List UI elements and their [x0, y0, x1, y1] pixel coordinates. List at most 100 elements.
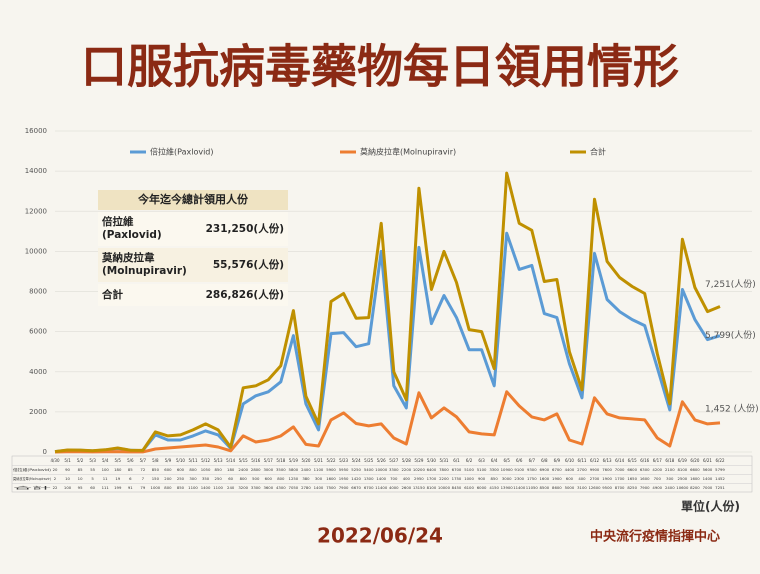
- table-value: 9900: [590, 467, 600, 472]
- table-value: 1400: [201, 485, 211, 490]
- x-tick-label: 5/19: [289, 458, 298, 463]
- table-value: 3200: [238, 485, 248, 490]
- y-tick-label: 4000: [29, 368, 47, 376]
- x-tick-label: 5/14: [226, 458, 235, 463]
- end-label: 7,251(人份): [705, 278, 756, 290]
- table-value: 9500: [602, 485, 612, 490]
- x-tick-label: 6/2: [466, 458, 473, 463]
- x-tick-label: 5/2: [77, 458, 84, 463]
- table-row-label: 莫納皮拉韋(Molnupiravir): [13, 476, 52, 481]
- x-tick-label: 5/22: [327, 458, 336, 463]
- table-value: 2200: [401, 467, 411, 472]
- summary-row: [98, 284, 288, 306]
- y-tick-label: 16000: [25, 127, 47, 135]
- x-tick-label: 6/22: [716, 458, 725, 463]
- table-value: 1100: [188, 485, 198, 490]
- table-value: 9300: [527, 467, 537, 472]
- table-value: 3100: [577, 485, 587, 490]
- x-tick-label: 5/29: [414, 458, 423, 463]
- y-tick-label: 8000: [29, 288, 47, 296]
- y-tick-label: 0: [43, 448, 47, 456]
- y-tick-label: 2000: [29, 408, 47, 416]
- x-tick-label: 5/25: [364, 458, 373, 463]
- table-value: 2200: [439, 476, 449, 481]
- x-tick-label: 5/23: [339, 458, 348, 463]
- source: 中央流行疫情指揮中心: [590, 529, 720, 545]
- table-value: 600: [164, 467, 172, 472]
- table-value: 2780: [301, 485, 311, 490]
- table-value: 2: [54, 476, 57, 481]
- x-tick-label: 6/10: [565, 458, 574, 463]
- summary-value: 231,250(人份): [206, 222, 284, 235]
- x-tick-label: 6/6: [516, 458, 523, 463]
- table-value: 22: [53, 485, 58, 490]
- x-tick-label: 5/21: [314, 458, 323, 463]
- x-tick-label: 5/8: [152, 458, 159, 463]
- table-value: 7600: [602, 467, 612, 472]
- summary-value: 286,826(人份): [206, 288, 284, 301]
- y-tick-label: 12000: [25, 207, 47, 215]
- line-series: [54, 231, 721, 454]
- x-tick-label: 5/27: [389, 458, 398, 463]
- table-value: 700: [654, 476, 662, 481]
- end-label: 5,799(人份): [705, 329, 756, 341]
- table-value: 6: [129, 476, 132, 481]
- table-value: 85: [78, 467, 83, 472]
- table-value: 300: [315, 476, 323, 481]
- table-value: 4150: [489, 485, 499, 490]
- table-value: 5000: [565, 485, 575, 490]
- table-value: 6000: [477, 485, 487, 490]
- table-value: 250: [214, 476, 222, 481]
- x-tick-label: 5/9: [165, 458, 172, 463]
- table-value: 8250: [627, 485, 637, 490]
- table-value: 5100: [464, 467, 474, 472]
- table-value: 850: [491, 476, 499, 481]
- x-tick-label: 6/7: [529, 458, 536, 463]
- table-value: 1100: [314, 467, 324, 472]
- summary-value: 55,576(人份): [213, 258, 284, 271]
- table-value: 1600: [326, 476, 336, 481]
- table-value: 1000: [151, 485, 161, 490]
- x-tick-label: 5/30: [427, 458, 436, 463]
- table-value: 6100: [464, 485, 474, 490]
- table-value: 600: [177, 467, 185, 472]
- table-value: 3000: [502, 476, 512, 481]
- x-tick-label: 6/4: [491, 458, 498, 463]
- x-tick-label: 6/16: [640, 458, 649, 463]
- table-value: 95: [78, 485, 83, 490]
- table-value: 7900: [640, 485, 650, 490]
- table-value: 20: [53, 467, 58, 472]
- table-value: 6700: [552, 467, 562, 472]
- summary-row: [98, 212, 288, 246]
- x-tick-label: 6/8: [541, 458, 548, 463]
- table-value: 8200: [690, 485, 700, 490]
- x-tick-label: 5/4: [102, 458, 109, 463]
- table-value: 3000: [263, 467, 273, 472]
- table-value: 800: [240, 476, 248, 481]
- x-tick-label: 6/1: [453, 458, 460, 463]
- table-value: 180: [227, 467, 235, 472]
- table-value: 111: [102, 485, 110, 490]
- x-tick-label: 6/19: [678, 458, 687, 463]
- table-value: 2700: [590, 476, 600, 481]
- table-value: 7: [142, 476, 145, 481]
- table-value: 5950: [339, 467, 349, 472]
- table-value: 10000: [375, 467, 388, 472]
- table-value: 850: [177, 485, 185, 490]
- line-series: [54, 390, 721, 454]
- summary-label: 合計: [101, 288, 123, 301]
- line-series: [54, 171, 721, 454]
- table-value: 72: [140, 467, 145, 472]
- table-value: 1750: [452, 476, 462, 481]
- table-value: 2400: [665, 485, 675, 490]
- table-value: 240: [227, 485, 235, 490]
- table-value: 2600: [401, 485, 411, 490]
- table-value: 5100: [477, 467, 487, 472]
- table-value: 8700: [615, 485, 625, 490]
- table-value: 55: [90, 467, 95, 472]
- table-value: 2300: [514, 476, 524, 481]
- table-value: 8600: [552, 485, 562, 490]
- table-value: 3300: [389, 467, 399, 472]
- table-value: 6400: [427, 467, 437, 472]
